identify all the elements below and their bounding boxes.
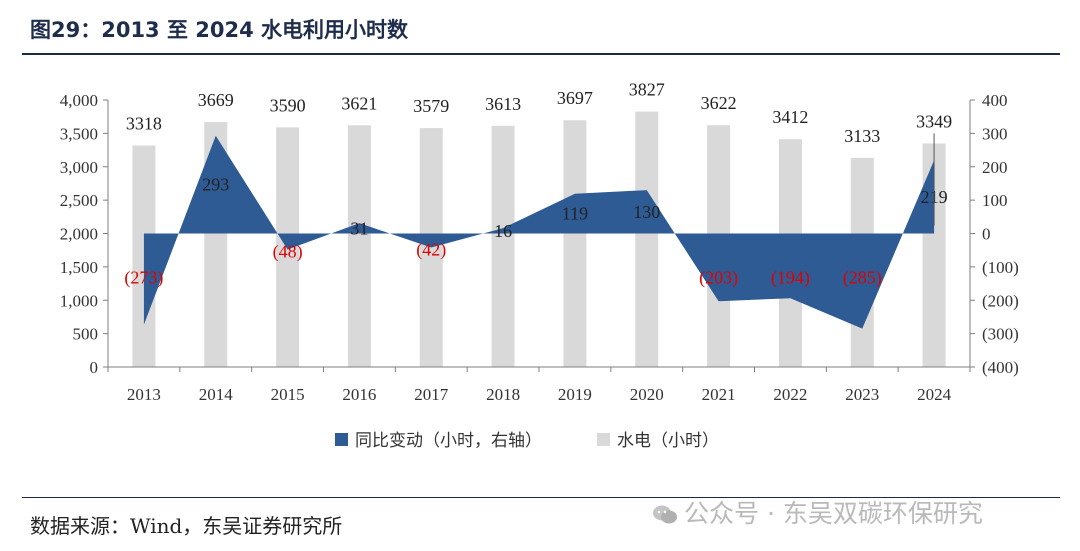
legend-label-bar: 水电（小时） (617, 431, 719, 451)
yoy-value-label: (48) (273, 242, 303, 263)
y-left-tick-label: 1,000 (60, 291, 98, 310)
y-right-tick-label: 0 (982, 225, 991, 244)
y-left-tick-label: 2,500 (60, 191, 98, 210)
x-tick-label: 2017 (414, 385, 449, 404)
bar-value-label: 3349 (916, 111, 952, 131)
bar-value-label: 3579 (413, 96, 449, 116)
y-left-tick-label: 4,000 (60, 91, 98, 110)
x-tick-label: 2016 (342, 385, 376, 404)
y-left-tick-label: 2,000 (60, 225, 98, 244)
yoy-value-label: (203) (699, 268, 738, 289)
axes: 0 500 1,000 1,500 2,000 2,500 3,000 3,500 4,000 (… (60, 91, 1019, 404)
wechat-icon (652, 503, 678, 532)
yoy-value-label: (273) (124, 268, 163, 289)
x-tick-label: 2014 (199, 385, 234, 404)
data-labels: 3318 3669 3590 3621 3579 3613 3697 3827 3622 3412… (124, 80, 952, 289)
y-right-tick-label: (400) (982, 358, 1019, 377)
x-tick-label: 2015 (271, 385, 305, 404)
legend-swatch-area (335, 433, 348, 446)
yoy-value-label: (42) (416, 240, 446, 261)
yoy-value-label: 119 (562, 204, 588, 224)
y-left-tick-label: 3,000 (60, 158, 98, 177)
watermark: 公众号 · 东吴双碳环保研究 (652, 494, 983, 532)
y-right-tick-label: (200) (982, 291, 1019, 310)
bar-value-label: 3697 (557, 88, 593, 108)
bar-2018 (491, 125, 515, 368)
y-left-tick-label: 0 (90, 358, 99, 377)
bar-value-label: 3622 (701, 93, 737, 113)
y-right-tick-label: 100 (982, 191, 1008, 210)
chart-title: 图29：2013 至 2024 水电利用小时数 (30, 18, 409, 42)
bar-value-label: 3590 (270, 95, 306, 115)
x-tick-label: 2020 (630, 385, 664, 404)
legend: 同比变动（小时，右轴） 水电（小时） (335, 431, 719, 451)
y-right-tick-label: 200 (982, 158, 1008, 177)
area-series (143, 135, 935, 329)
y-left-tick-label: 3,500 (60, 124, 98, 143)
yoy-value-label: (194) (771, 268, 810, 289)
title-divider (22, 53, 1060, 55)
bar-value-label: 3621 (341, 93, 377, 113)
bar-value-label: 3133 (844, 126, 880, 146)
watermark-text: 公众号 · 东吴双碳环保研究 (684, 499, 983, 528)
x-tick-label: 2018 (486, 385, 520, 404)
yoy-value-label: (285) (843, 268, 882, 289)
y-right-tick-label: 400 (982, 91, 1008, 110)
yoy-area (143, 135, 935, 329)
x-tick-label: 2021 (702, 385, 736, 404)
x-tick-label: 2022 (773, 385, 807, 404)
y-left-tick-label: 1,500 (60, 258, 98, 277)
combo-chart: 0 500 1,000 1,500 2,000 2,500 3,000 3,500 4,000 (… (60, 80, 1019, 451)
source-note: 数据来源：Wind，东吴证券研究所 (30, 514, 343, 538)
bar-value-label: 3318 (126, 114, 162, 134)
footer-divider (22, 497, 1060, 498)
bar-series (132, 111, 946, 368)
y-right-tick-label: (100) (982, 258, 1019, 277)
bar-2017 (419, 128, 443, 367)
bar-value-label: 3827 (629, 80, 665, 100)
legend-label-area: 同比变动（小时，右轴） (355, 431, 542, 451)
bar-2019 (563, 120, 587, 367)
bar-2016 (347, 125, 371, 367)
bar-value-label: 3412 (772, 107, 808, 127)
yoy-value-label: 130 (633, 202, 660, 222)
yoy-value-label: 293 (202, 175, 229, 195)
bar-value-label: 3613 (485, 94, 521, 114)
yoy-value-label: 31 (350, 218, 368, 238)
bar-2020 (635, 111, 659, 367)
x-tick-label: 2023 (845, 385, 879, 404)
y-right-tick-label: 300 (982, 124, 1008, 143)
x-tick-label: 2024 (917, 385, 952, 404)
y-right-tick-label: (300) (982, 325, 1019, 344)
y-left-tick-label: 500 (73, 325, 99, 344)
x-tick-label: 2019 (558, 385, 592, 404)
bar-value-label: 3669 (198, 90, 234, 110)
x-tick-label: 2013 (127, 385, 161, 404)
yoy-value-label: 16 (494, 221, 512, 241)
legend-swatch-bar (597, 433, 610, 446)
